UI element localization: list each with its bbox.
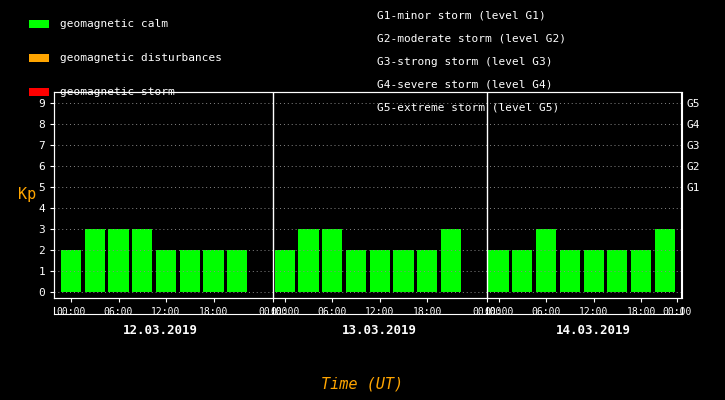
- Bar: [156, 250, 176, 292]
- Text: geomagnetic storm: geomagnetic storm: [60, 87, 175, 97]
- Text: G5-extreme storm (level G5): G5-extreme storm (level G5): [377, 102, 559, 112]
- Bar: [489, 250, 509, 292]
- Bar: [655, 229, 675, 292]
- Bar: [608, 250, 627, 292]
- Bar: [536, 229, 556, 292]
- Bar: [132, 229, 152, 292]
- Bar: [227, 250, 247, 292]
- Bar: [204, 250, 223, 292]
- Bar: [346, 250, 366, 292]
- Bar: [322, 229, 342, 292]
- Text: G3-strong storm (level G3): G3-strong storm (level G3): [377, 57, 552, 67]
- Bar: [275, 250, 295, 292]
- Text: geomagnetic disturbances: geomagnetic disturbances: [60, 53, 222, 63]
- Bar: [441, 229, 461, 292]
- Text: 12.03.2019: 12.03.2019: [123, 324, 198, 336]
- Bar: [584, 250, 604, 292]
- Text: 14.03.2019: 14.03.2019: [556, 324, 631, 336]
- Text: geomagnetic calm: geomagnetic calm: [60, 19, 168, 29]
- Text: G1-minor storm (level G1): G1-minor storm (level G1): [377, 11, 546, 21]
- Bar: [417, 250, 437, 292]
- Bar: [631, 250, 651, 292]
- Bar: [85, 229, 105, 292]
- Bar: [394, 250, 414, 292]
- Text: 13.03.2019: 13.03.2019: [342, 324, 418, 336]
- Y-axis label: Kp: Kp: [18, 188, 36, 202]
- Bar: [513, 250, 532, 292]
- Text: Time (UT): Time (UT): [321, 376, 404, 392]
- Bar: [560, 250, 580, 292]
- Bar: [180, 250, 200, 292]
- Bar: [61, 250, 81, 292]
- Bar: [109, 229, 128, 292]
- Text: G4-severe storm (level G4): G4-severe storm (level G4): [377, 80, 552, 90]
- Bar: [299, 229, 319, 292]
- Text: G2-moderate storm (level G2): G2-moderate storm (level G2): [377, 34, 566, 44]
- Bar: [370, 250, 390, 292]
